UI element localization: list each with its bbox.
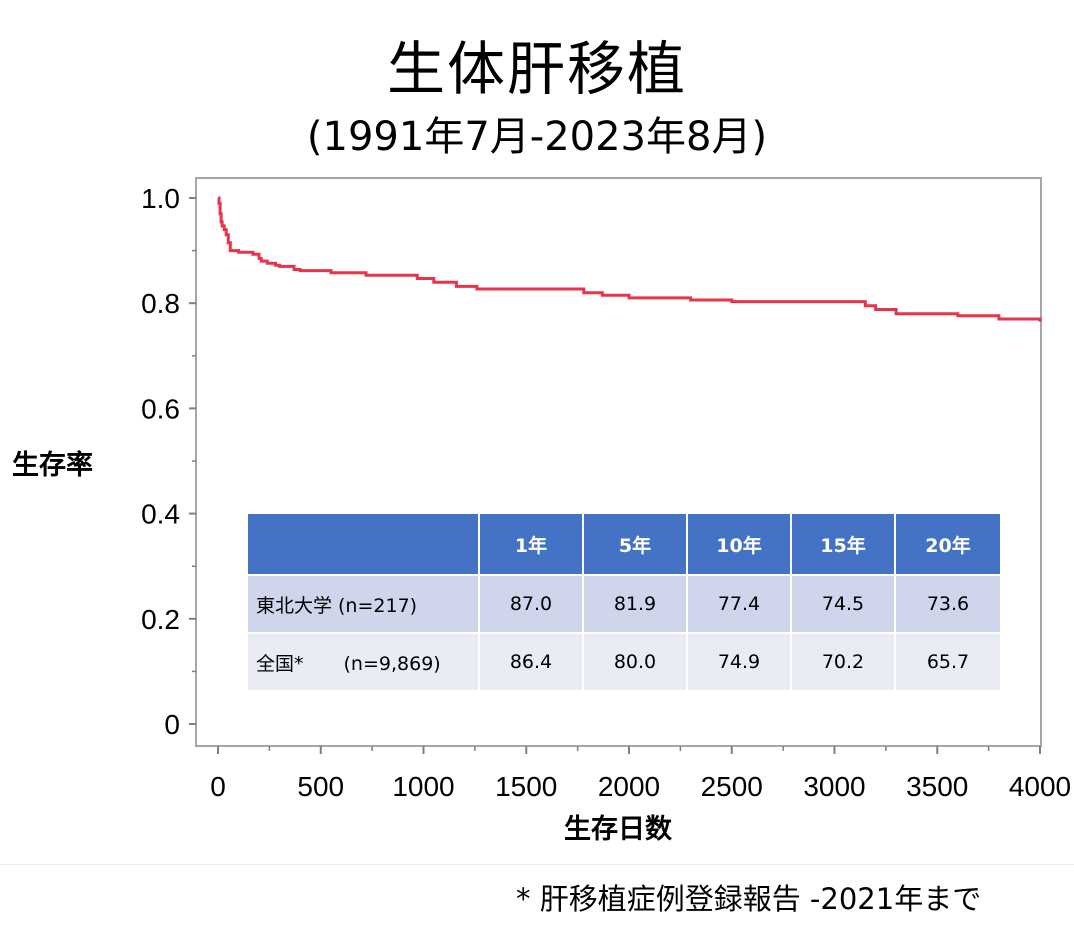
table-header-15yr: 15年 (790, 512, 896, 576)
x-tick-label: 3000 (803, 771, 865, 802)
table-cell: 81.9 (582, 574, 688, 634)
x-tick-label: 4000 (1009, 771, 1071, 802)
footer-divider (0, 864, 1074, 865)
survival-curve-line (217, 196, 1042, 322)
table-cell: 77.4 (686, 574, 792, 634)
table-cell: 87.0 (478, 574, 584, 634)
table-row: 東北大学 (n=217) 87.0 81.9 77.4 74.5 73.6 (246, 574, 1002, 634)
table-header-row: 1年 5年 10年 15年 20年 (246, 512, 1002, 576)
x-axis: 0 500 1000 1500 2000 2500 3000 3500 4000 (210, 746, 1071, 802)
x-axis-title: 生存日数 (564, 814, 673, 845)
table-cell: 80.0 (582, 632, 688, 692)
x-tick-label: 2000 (598, 771, 660, 802)
y-tick-label: 0.4 (141, 499, 180, 530)
x-tick-label: 1500 (495, 771, 557, 802)
row-label-count: (n=217) (338, 594, 418, 617)
table-cell: 74.9 (686, 632, 792, 692)
table-header-5yr: 5年 (582, 512, 688, 576)
table-header-empty (246, 512, 480, 576)
y-tick-label: 0 (164, 709, 180, 740)
table-cell: 73.6 (894, 574, 1002, 634)
y-tick-label: 0.2 (141, 604, 180, 635)
table-header-1yr: 1年 (478, 512, 584, 576)
row-label-name: 東北大学 (256, 594, 333, 617)
row-label-name: 全国* (256, 652, 304, 675)
y-axis: 0 0.2 0.4 0.6 0.8 1.0 (141, 183, 196, 740)
y-tick-label: 1.0 (141, 183, 180, 214)
y-tick-label: 0.8 (141, 288, 180, 319)
x-tick-label: 3500 (906, 771, 968, 802)
table-cell: 65.7 (894, 632, 1002, 692)
table-row: 全国* (n=9,869) 86.4 80.0 74.9 70.2 65.7 (246, 632, 1002, 692)
page-title: 生体肝移植 (386, 35, 687, 103)
row-label-count: (n=9,869) (343, 652, 441, 675)
table-header-10yr: 10年 (686, 512, 792, 576)
x-tick-label: 2500 (701, 771, 763, 802)
y-tick-label: 0.6 (141, 393, 180, 424)
table-cell: 86.4 (478, 632, 584, 692)
table-cell: 74.5 (790, 574, 896, 634)
survival-rate-table: 1年 5年 10年 15年 20年 東北大学 (n=217) 87.0 81.9 … (246, 512, 1002, 692)
x-tick-label: 500 (297, 771, 344, 802)
page-subtitle: (1991年7月-2023年8月) (306, 114, 768, 160)
footnote: * 肝移植症例登録報告 -2021年まで (516, 882, 982, 916)
row-label: 東北大学 (n=217) (246, 574, 480, 634)
table-header-20yr: 20年 (894, 512, 1002, 576)
table-cell: 70.2 (790, 632, 896, 692)
y-axis-title: 生存率 (12, 449, 93, 481)
x-tick-label: 0 (210, 771, 226, 802)
row-label: 全国* (n=9,869) (246, 632, 480, 692)
x-tick-label: 1000 (392, 771, 454, 802)
plot-frame (195, 177, 1042, 747)
